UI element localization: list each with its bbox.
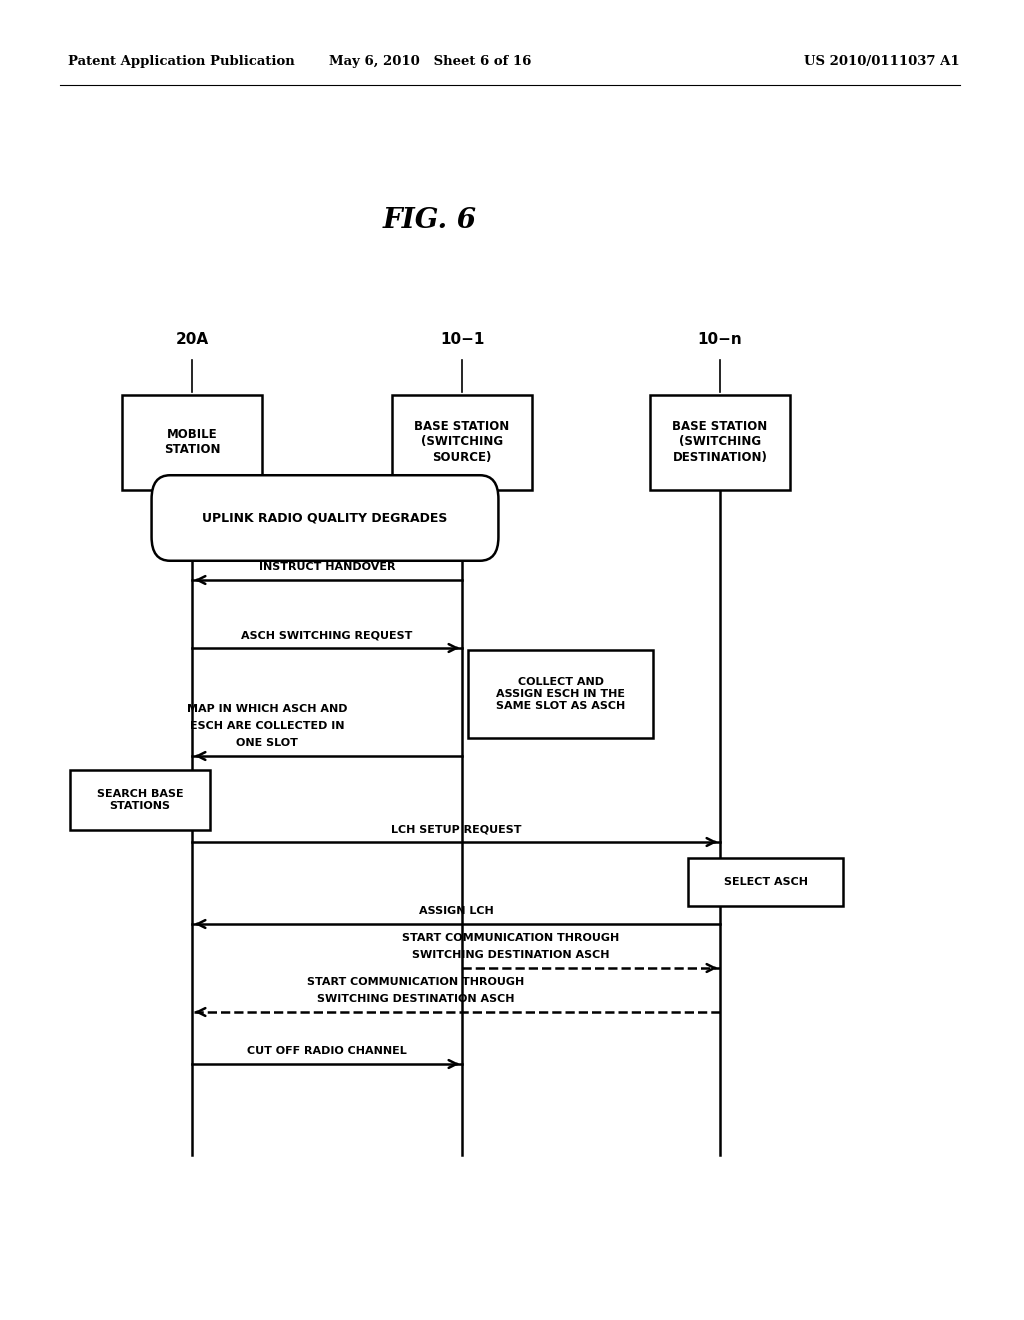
- Text: SELECT ASCH: SELECT ASCH: [724, 876, 808, 887]
- Text: START COMMUNICATION THROUGH: START COMMUNICATION THROUGH: [307, 977, 524, 987]
- FancyBboxPatch shape: [122, 395, 262, 490]
- Text: START COMMUNICATION THROUGH: START COMMUNICATION THROUGH: [402, 933, 620, 942]
- Text: UPLINK RADIO QUALITY DEGRADES: UPLINK RADIO QUALITY DEGRADES: [203, 511, 447, 524]
- Text: US 2010/0111037 A1: US 2010/0111037 A1: [805, 55, 961, 69]
- Text: ASSIGN LCH: ASSIGN LCH: [419, 906, 494, 916]
- FancyBboxPatch shape: [152, 475, 499, 561]
- Text: 10−n: 10−n: [697, 333, 742, 347]
- FancyBboxPatch shape: [70, 770, 210, 830]
- FancyBboxPatch shape: [688, 858, 843, 906]
- Text: LCH SETUP REQUEST: LCH SETUP REQUEST: [391, 824, 521, 834]
- Text: MOBILE
STATION: MOBILE STATION: [164, 428, 220, 455]
- Text: MAP IN WHICH ASCH AND: MAP IN WHICH ASCH AND: [186, 704, 347, 714]
- Text: 10−1: 10−1: [440, 333, 484, 347]
- Text: FIG. 6: FIG. 6: [383, 206, 477, 234]
- FancyBboxPatch shape: [650, 395, 790, 490]
- Text: SWITCHING DESTINATION ASCH: SWITCHING DESTINATION ASCH: [413, 950, 609, 960]
- Text: COLLECT AND
ASSIGN ESCH IN THE
SAME SLOT AS ASCH: COLLECT AND ASSIGN ESCH IN THE SAME SLOT…: [496, 677, 625, 710]
- Text: INSTRUCT HANDOVER: INSTRUCT HANDOVER: [259, 562, 395, 572]
- Text: SWITCHING DESTINATION ASCH: SWITCHING DESTINATION ASCH: [317, 994, 515, 1005]
- Text: ONE SLOT: ONE SLOT: [237, 738, 298, 748]
- Text: 20A: 20A: [175, 333, 209, 347]
- Text: SEARCH BASE
STATIONS: SEARCH BASE STATIONS: [96, 789, 183, 810]
- Text: ASCH SWITCHING REQUEST: ASCH SWITCHING REQUEST: [242, 630, 413, 640]
- Text: BASE STATION
(SWITCHING
DESTINATION): BASE STATION (SWITCHING DESTINATION): [673, 421, 768, 463]
- Text: CUT OFF RADIO CHANNEL: CUT OFF RADIO CHANNEL: [247, 1045, 407, 1056]
- Text: May 6, 2010   Sheet 6 of 16: May 6, 2010 Sheet 6 of 16: [329, 55, 531, 69]
- Text: Patent Application Publication: Patent Application Publication: [68, 55, 295, 69]
- Text: ESCH ARE COLLECTED IN: ESCH ARE COLLECTED IN: [189, 721, 344, 731]
- FancyBboxPatch shape: [392, 395, 532, 490]
- Text: BASE STATION
(SWITCHING
SOURCE): BASE STATION (SWITCHING SOURCE): [415, 421, 510, 463]
- FancyBboxPatch shape: [468, 649, 653, 738]
